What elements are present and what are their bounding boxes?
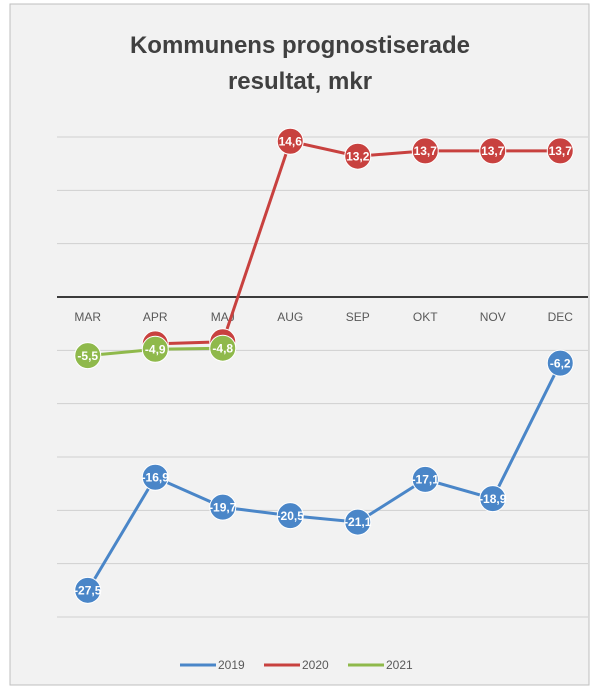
data-point — [276, 502, 304, 530]
data-label: -19,7 — [209, 500, 237, 514]
data-label: -16,9 — [142, 470, 170, 484]
legend-label: 2019 — [218, 658, 245, 672]
data-point — [479, 485, 507, 513]
data-point — [276, 127, 304, 155]
legend-label: 2020 — [302, 658, 329, 672]
data-label: -6,2 — [550, 356, 571, 370]
data-label: 13,7 — [414, 144, 438, 158]
data-point — [344, 508, 372, 536]
chart-title: Kommunens prognostiserade resultat, mkr — [129, 32, 471, 95]
x-tick-label: MAR — [74, 310, 101, 324]
data-label: -18,9 — [479, 492, 507, 506]
data-label: -20,5 — [277, 509, 305, 523]
x-tick-label: AUG — [277, 310, 303, 324]
data-label: -4,9 — [145, 342, 166, 356]
data-label: -17,1 — [412, 473, 440, 487]
x-tick-label: DEC — [548, 310, 574, 324]
x-tick-label: NOV — [480, 310, 506, 324]
data-point — [209, 493, 237, 521]
data-point — [411, 465, 439, 493]
data-label: -21,1 — [344, 515, 372, 529]
data-label: -4,8 — [212, 341, 233, 355]
chart-area — [9, 3, 590, 686]
data-point — [546, 137, 574, 165]
data-point — [141, 335, 169, 363]
data-point — [74, 342, 102, 370]
x-tick-label: SEP — [346, 310, 370, 324]
data-point — [479, 137, 507, 165]
data-point — [546, 349, 574, 377]
data-label: -5,5 — [77, 349, 98, 363]
data-label: 14,6 — [279, 134, 303, 148]
x-tick-label: OKT — [413, 310, 438, 324]
data-label: 13,2 — [346, 149, 370, 163]
data-point — [209, 334, 237, 362]
data-label: 13,7 — [481, 144, 505, 158]
x-tick-label: APR — [143, 310, 168, 324]
data-point — [74, 576, 102, 604]
data-point — [411, 137, 439, 165]
data-label: 13,7 — [549, 144, 573, 158]
legend-label: 2021 — [386, 658, 413, 672]
data-point — [141, 463, 169, 491]
data-point — [344, 142, 372, 170]
data-label: -27,5 — [74, 584, 102, 598]
